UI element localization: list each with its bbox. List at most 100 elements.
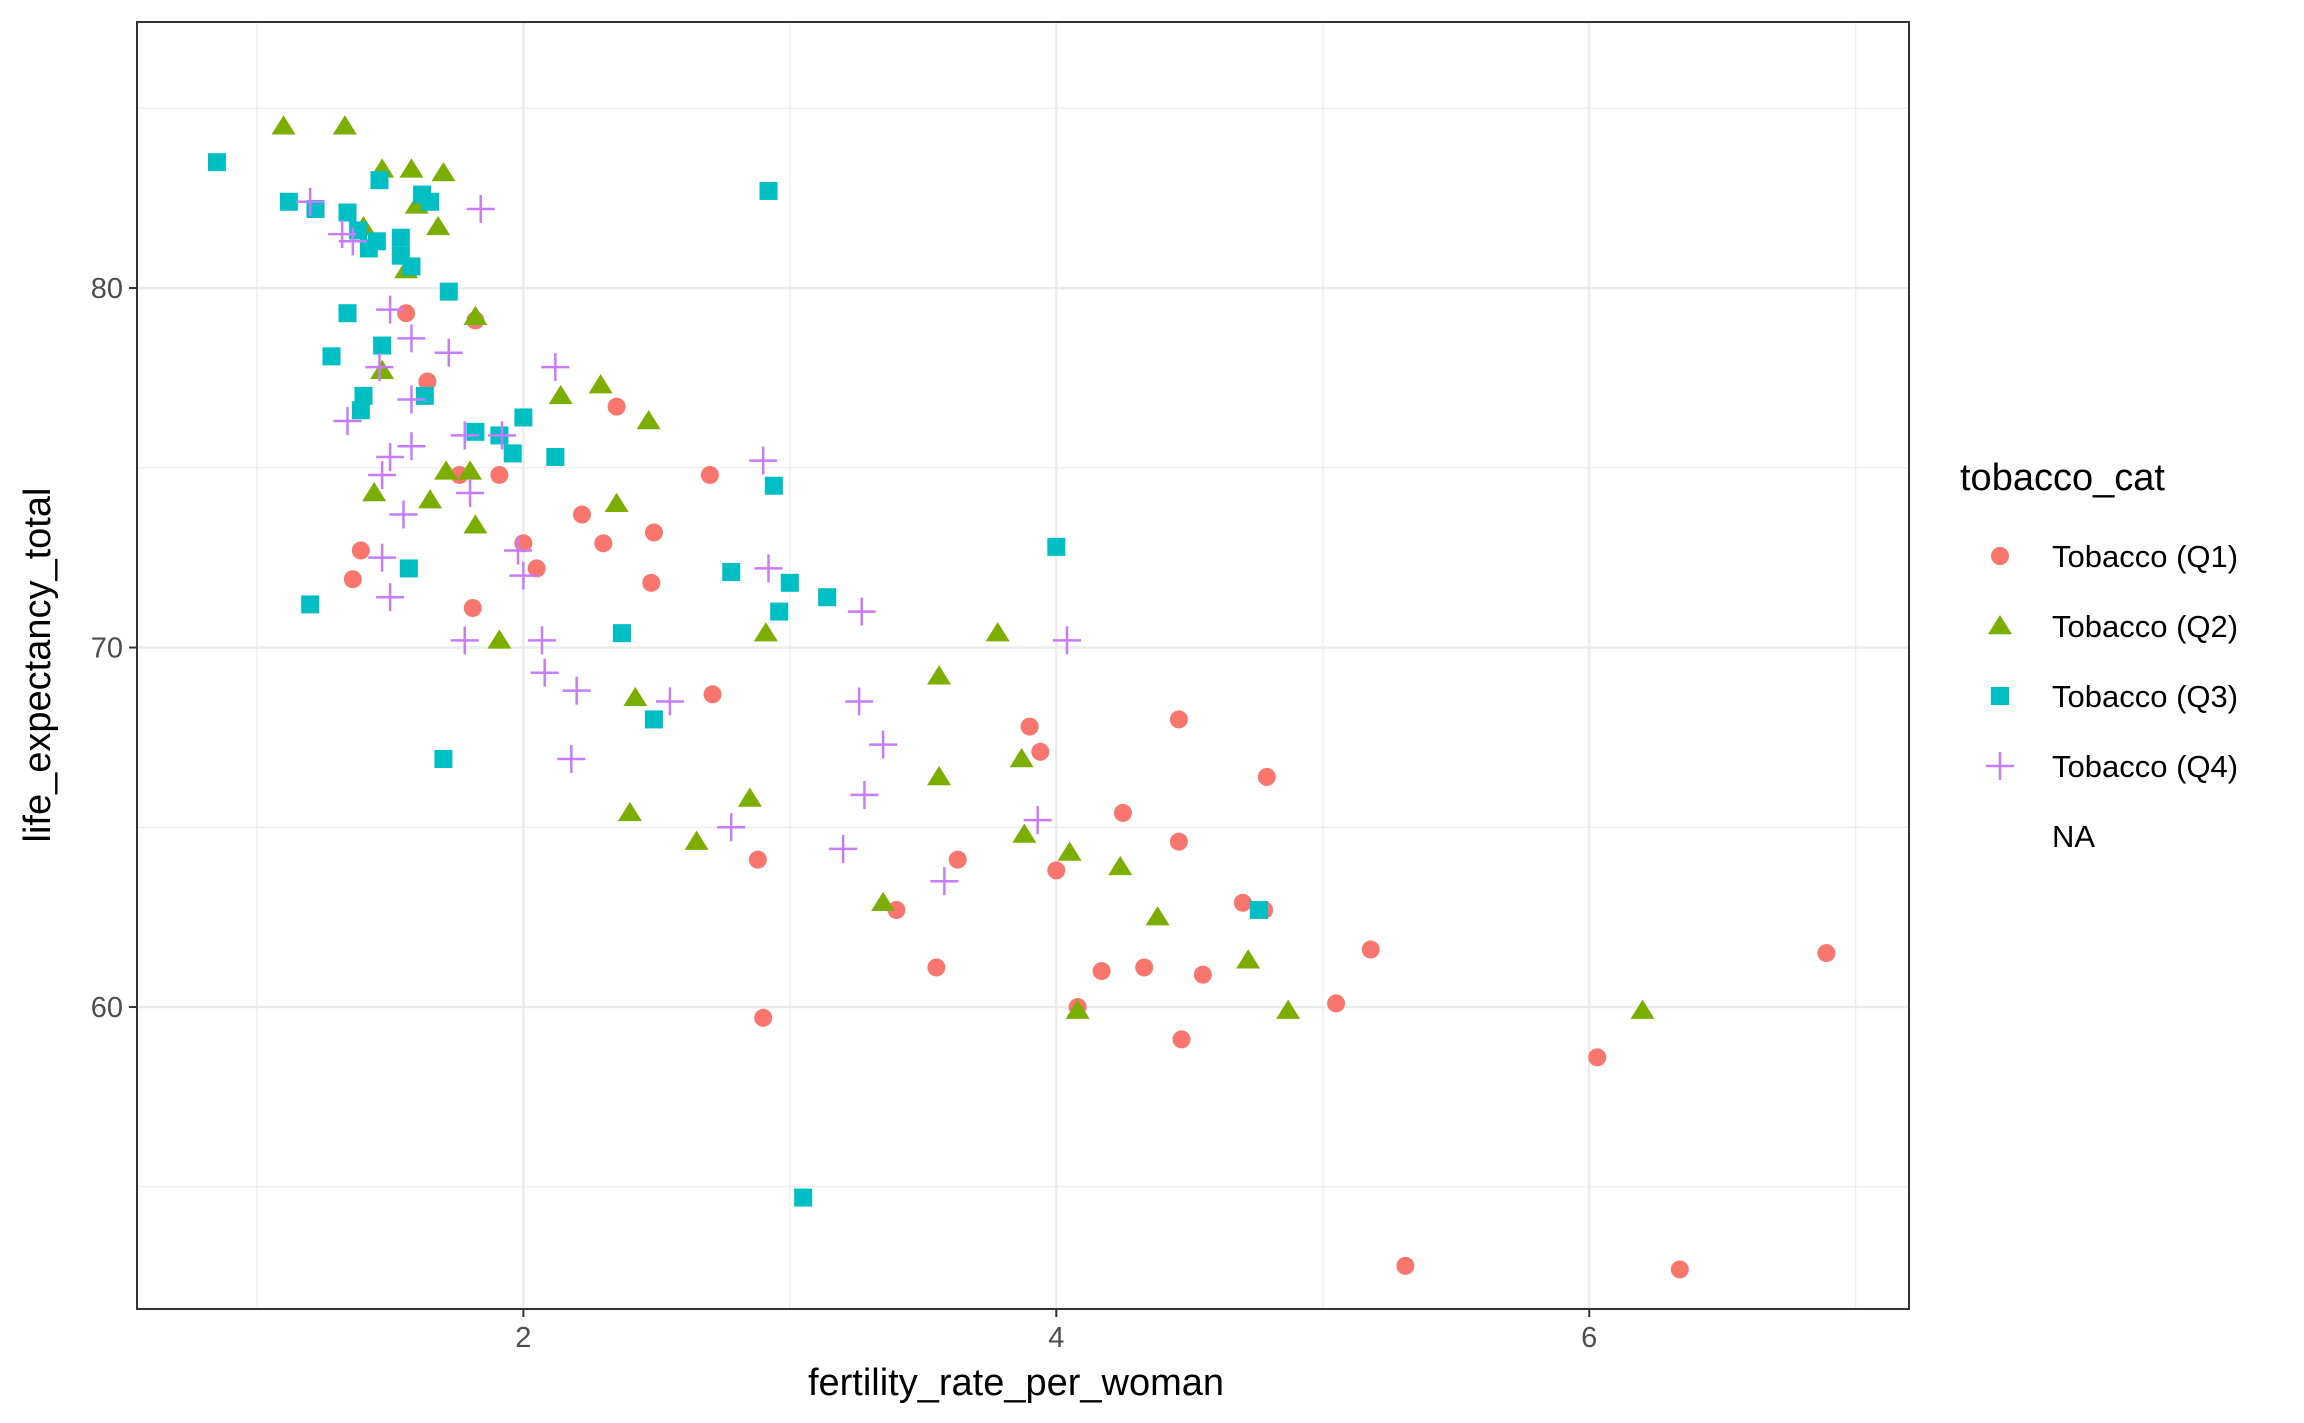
data-point-q2 xyxy=(1630,999,1655,1019)
data-point-q1 xyxy=(1172,1030,1191,1049)
data-point-q2 xyxy=(458,460,483,480)
data-point-q2 xyxy=(1009,747,1034,768)
data-point-q2 xyxy=(617,801,642,822)
data-point-q2 xyxy=(588,374,613,394)
data-point-q2 xyxy=(1145,906,1170,926)
data-point-q3 xyxy=(402,257,421,276)
data-point-q3 xyxy=(818,588,837,607)
data-point-q1 xyxy=(1257,767,1276,786)
data-point-q2 xyxy=(623,686,648,707)
data-point-q3 xyxy=(338,203,357,222)
data-point-q1 xyxy=(594,534,613,553)
data-point-q1 xyxy=(1020,717,1039,736)
data-point-q2 xyxy=(684,830,709,850)
data-point-q3 xyxy=(391,228,410,247)
data-point-q2 xyxy=(927,665,952,685)
data-point-q3 xyxy=(354,386,373,405)
legend-label-q2: Tobacco (Q2) xyxy=(2052,609,2238,644)
data-point-q3 xyxy=(301,595,320,614)
data-point-q4 xyxy=(328,220,357,249)
data-point-q3 xyxy=(1047,537,1066,556)
data-point-q4 xyxy=(504,536,533,565)
data-point-q2 xyxy=(332,115,357,135)
data-point-q2 xyxy=(463,305,488,326)
data-point-q4 xyxy=(450,626,479,655)
legend-title: tobacco_cat xyxy=(1960,457,2165,499)
data-point-q4 xyxy=(528,626,557,655)
data-point-q4 xyxy=(397,324,426,353)
axes: 2 4 6 60 70 80 xyxy=(91,273,1598,1354)
y-axis-title: life_expectancy_total xyxy=(17,488,59,843)
data-point-q4 xyxy=(434,338,463,367)
grid-lines xyxy=(137,22,1909,1309)
data-point-q1 xyxy=(490,465,509,484)
data-point-q1 xyxy=(572,505,591,524)
data-point-q1 xyxy=(1588,1048,1607,1067)
data-point-q1 xyxy=(948,850,967,869)
data-point-q4 xyxy=(389,500,418,529)
data-point-q4 xyxy=(333,407,362,436)
data-point-q4 xyxy=(869,730,898,759)
data-point-q3 xyxy=(764,476,783,495)
legend: tobacco_cat Tobacco (Q1) Tobacco (Q2) To… xyxy=(1960,457,2238,854)
data-point-q1 xyxy=(1817,944,1836,963)
data-point-q1 xyxy=(397,304,416,323)
data-point-q3 xyxy=(770,602,789,621)
data-point-q3 xyxy=(370,171,389,190)
data-point-q3 xyxy=(546,447,565,466)
data-point-q4 xyxy=(365,353,394,382)
data-point-q1 xyxy=(1113,803,1132,822)
data-point-q4 xyxy=(338,227,367,256)
data-point-q2 xyxy=(271,115,296,135)
data-point-q3 xyxy=(722,563,741,582)
legend-key-q1 xyxy=(1991,547,2009,565)
data-point-q4 xyxy=(829,834,858,863)
data-point-q1 xyxy=(703,685,722,704)
data-point-q2 xyxy=(426,215,451,236)
data-point-q2 xyxy=(1012,823,1037,843)
data-point-q3 xyxy=(759,181,778,200)
data-point-q4 xyxy=(397,432,426,461)
data-point-q2 xyxy=(1236,949,1261,969)
data-point-q1 xyxy=(748,850,767,869)
x-tick-label: 4 xyxy=(1048,1322,1064,1354)
data-point-q4 xyxy=(930,867,959,896)
data-point-q3 xyxy=(794,1188,813,1207)
data-point-q3 xyxy=(612,624,631,643)
data-point-q4 xyxy=(655,687,684,716)
data-point-q1 xyxy=(1233,893,1252,912)
data-point-q3 xyxy=(434,749,453,768)
data-point-q4 xyxy=(368,460,397,489)
data-point-q1 xyxy=(343,570,362,589)
data-point-q3 xyxy=(367,232,386,251)
data-point-q3 xyxy=(503,444,522,463)
data-point-q3 xyxy=(279,192,298,211)
data-point-q4 xyxy=(1023,806,1052,835)
data-point-q2 xyxy=(753,622,778,642)
x-tick-label: 6 xyxy=(1581,1322,1597,1354)
data-point-q4 xyxy=(749,446,778,475)
data-point-q3 xyxy=(207,153,226,172)
data-point-q3 xyxy=(780,573,799,592)
data-point-q4 xyxy=(717,813,746,842)
data-point-q1 xyxy=(927,958,946,977)
y-tick-label: 70 xyxy=(91,633,123,665)
y-tick-label: 60 xyxy=(91,992,123,1024)
data-point-q1 xyxy=(1327,994,1346,1013)
data-point-q4 xyxy=(456,478,485,507)
data-point-q1 xyxy=(1169,710,1188,729)
legend-key-q4 xyxy=(1986,752,2014,780)
panel-border xyxy=(136,21,1910,1310)
data-point-q4 xyxy=(541,353,570,382)
y-tick-label: 80 xyxy=(91,273,123,305)
data-point-q1 xyxy=(527,559,546,578)
legend-keys xyxy=(1986,547,2014,780)
data-point-q1 xyxy=(418,372,437,391)
data-point-q4 xyxy=(466,194,495,223)
data-point-q2 xyxy=(604,492,629,512)
data-point-q4 xyxy=(845,687,874,716)
x-tick-label: 2 xyxy=(515,1322,531,1354)
data-point-q3 xyxy=(514,408,533,427)
data-point-q2 xyxy=(927,765,952,786)
data-points xyxy=(207,115,1836,1279)
